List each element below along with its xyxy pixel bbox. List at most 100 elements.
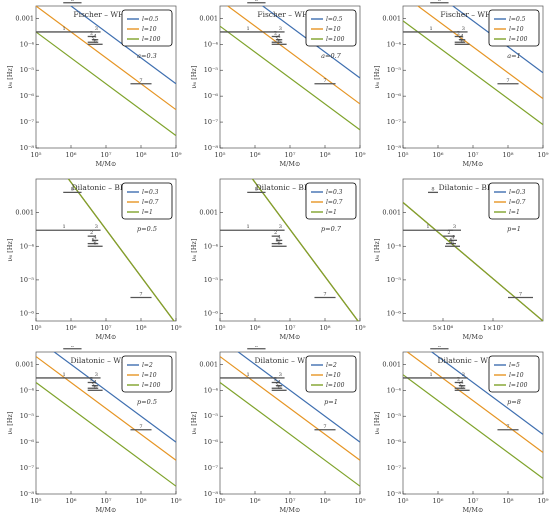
y-axis-label: ν₆ [Hz] [373, 66, 381, 89]
y-axis-label: ν₆ [Hz] [373, 412, 381, 435]
source-marker-label: 7 [519, 291, 522, 297]
parameter-label: p=0.5 [137, 398, 157, 406]
source-marker-label: 5 [91, 382, 94, 388]
source-marker-label: 6 [461, 38, 464, 44]
y-tick-label: 10⁻⁷ [387, 464, 402, 472]
series-line-l=100 [36, 31, 176, 137]
series-line-l=100 [36, 382, 176, 487]
y-tick-label: 10⁻⁵ [20, 276, 35, 284]
legend-label: l=100 [142, 36, 161, 43]
y-axis-label: ν₆ [Hz] [190, 239, 198, 262]
source-marker-label: 6 [278, 384, 281, 390]
x-tick-label: 10⁷ [285, 324, 296, 332]
y-tick-label: 0.001 [382, 360, 401, 368]
source-marker-label: 5 [449, 238, 452, 244]
x-tick-label: 10⁸ [136, 497, 147, 505]
x-tick-label: 10⁹ [538, 497, 549, 505]
x-tick-label: 1×10⁷ [483, 324, 504, 332]
chart-title: Dilatonic – BH [72, 183, 127, 192]
source-marker-label: 6 [278, 240, 281, 246]
legend-label: l=10 [326, 26, 341, 33]
source-marker-label: 2 [274, 230, 277, 236]
x-tick-label: 10⁷ [101, 497, 112, 505]
y-tick-label: 10⁻⁴ [204, 40, 219, 48]
parameter-label: a=0.7 [321, 52, 342, 60]
y-tick-label: 10⁻⁵ [20, 66, 35, 74]
x-axis-label: M/M⊙ [96, 333, 117, 341]
source-marker-label: 4 [278, 34, 281, 40]
x-tick-label: 10⁵ [398, 151, 409, 159]
y-axis-label: ν₆ [Hz] [190, 412, 198, 435]
series-line-l=100 [220, 382, 360, 487]
x-tick-label: 10⁵ [215, 151, 226, 159]
x-tick-label: 10⁶ [66, 324, 77, 332]
chart-title: Fischer – WH [73, 10, 125, 19]
legend-label: l=0.7 [326, 199, 343, 206]
y-tick-label: 0.001 [199, 14, 218, 22]
x-tick-label: 10⁸ [503, 497, 514, 505]
chart-title: Dilatonic – WH [437, 356, 494, 365]
chart-panel-4: 10⁵ 10⁶ 10⁷ 10⁸ 10⁹ 10⁻⁶ 10⁻⁵ 10⁻⁴ 0.001 M/M⊙ ν₆ [… [6, 178, 182, 341]
y-tick-label: 10⁻⁸ [20, 144, 35, 152]
source-marker-label: 4 [278, 380, 281, 386]
y-tick-label: 10⁻⁶ [20, 92, 35, 100]
source-marker-label: 5 [91, 36, 94, 42]
x-axis-label: M/M⊙ [463, 506, 484, 514]
y-tick-label: 10⁻⁸ [204, 490, 219, 498]
source-marker-label: 4 [94, 380, 97, 386]
chart-title: Fischer – WH [440, 10, 492, 19]
series-line-l=1 [251, 179, 359, 321]
x-tick-label: 10⁶ [66, 151, 77, 159]
x-tick-label: 10⁸ [320, 497, 331, 505]
legend-label: l=100 [326, 36, 345, 43]
source-marker-label: 7 [323, 424, 326, 430]
x-tick-label: 10⁹ [355, 324, 366, 332]
y-tick-label: 10⁻⁷ [20, 118, 35, 126]
legend-label: l=2 [142, 362, 153, 369]
source-marker-label: 2 [457, 30, 460, 36]
chart-panel-5: 10⁵ 10⁶ 10⁷ 10⁸ 10⁹ 10⁻⁶ 10⁻⁵ 10⁻⁴ 0.001 M/M⊙ ν₆ [… [190, 178, 366, 341]
source-marker-label: 6 [94, 38, 97, 44]
source-marker-label: 8 [71, 346, 74, 349]
x-tick-label: 10⁶ [250, 151, 261, 159]
y-tick-label: 0.001 [199, 360, 218, 368]
series-line-l=10 [220, 356, 360, 461]
y-axis-label: ν₆ [Hz] [6, 412, 14, 435]
legend-label: l=0.5 [142, 16, 159, 23]
source-marker-label: 2 [90, 230, 93, 236]
source-marker-label: 3 [462, 26, 465, 32]
y-tick-label: 10⁻⁴ [20, 386, 35, 394]
series-line-l=10 [416, 6, 543, 100]
x-tick-label: 10⁷ [285, 151, 296, 159]
x-tick-label: 10⁸ [503, 151, 514, 159]
y-tick-label: 10⁻⁶ [387, 92, 402, 100]
source-marker-label: 4 [461, 34, 464, 40]
series-line-l=1 [67, 179, 175, 321]
parameter-label: p=1 [507, 225, 521, 233]
x-axis-label: M/M⊙ [96, 506, 117, 514]
series-line-l=10 [36, 6, 176, 111]
x-axis-label: M/M⊙ [96, 160, 117, 168]
source-marker-label: 7 [139, 78, 142, 84]
source-marker-label: 1 [429, 26, 432, 32]
x-tick-label: 10⁹ [355, 151, 366, 159]
source-marker-label: 3 [462, 372, 465, 378]
y-tick-label: 10⁻⁶ [204, 92, 219, 100]
legend-label: l=100 [142, 382, 161, 389]
source-marker-label: 1 [62, 372, 65, 378]
x-tick-label: 10⁷ [101, 324, 112, 332]
y-tick-label: 0.001 [382, 14, 401, 22]
legend-label: l=10 [509, 26, 524, 33]
x-axis-label: M/M⊙ [280, 333, 301, 341]
series-line-l=2 [53, 352, 176, 443]
x-tick-label: 10⁵ [215, 324, 226, 332]
source-marker-label: 7 [323, 78, 326, 84]
source-marker-label: 1 [62, 26, 65, 32]
x-tick-label: 10⁵ [398, 497, 409, 505]
legend-label: l=0.5 [326, 16, 343, 23]
source-marker-label: 2 [274, 30, 277, 36]
series-line-l=10 [226, 6, 360, 105]
y-tick-label: 10⁻⁶ [204, 310, 219, 318]
source-marker-label: 4 [278, 234, 281, 240]
legend-label: l=10 [509, 372, 524, 379]
